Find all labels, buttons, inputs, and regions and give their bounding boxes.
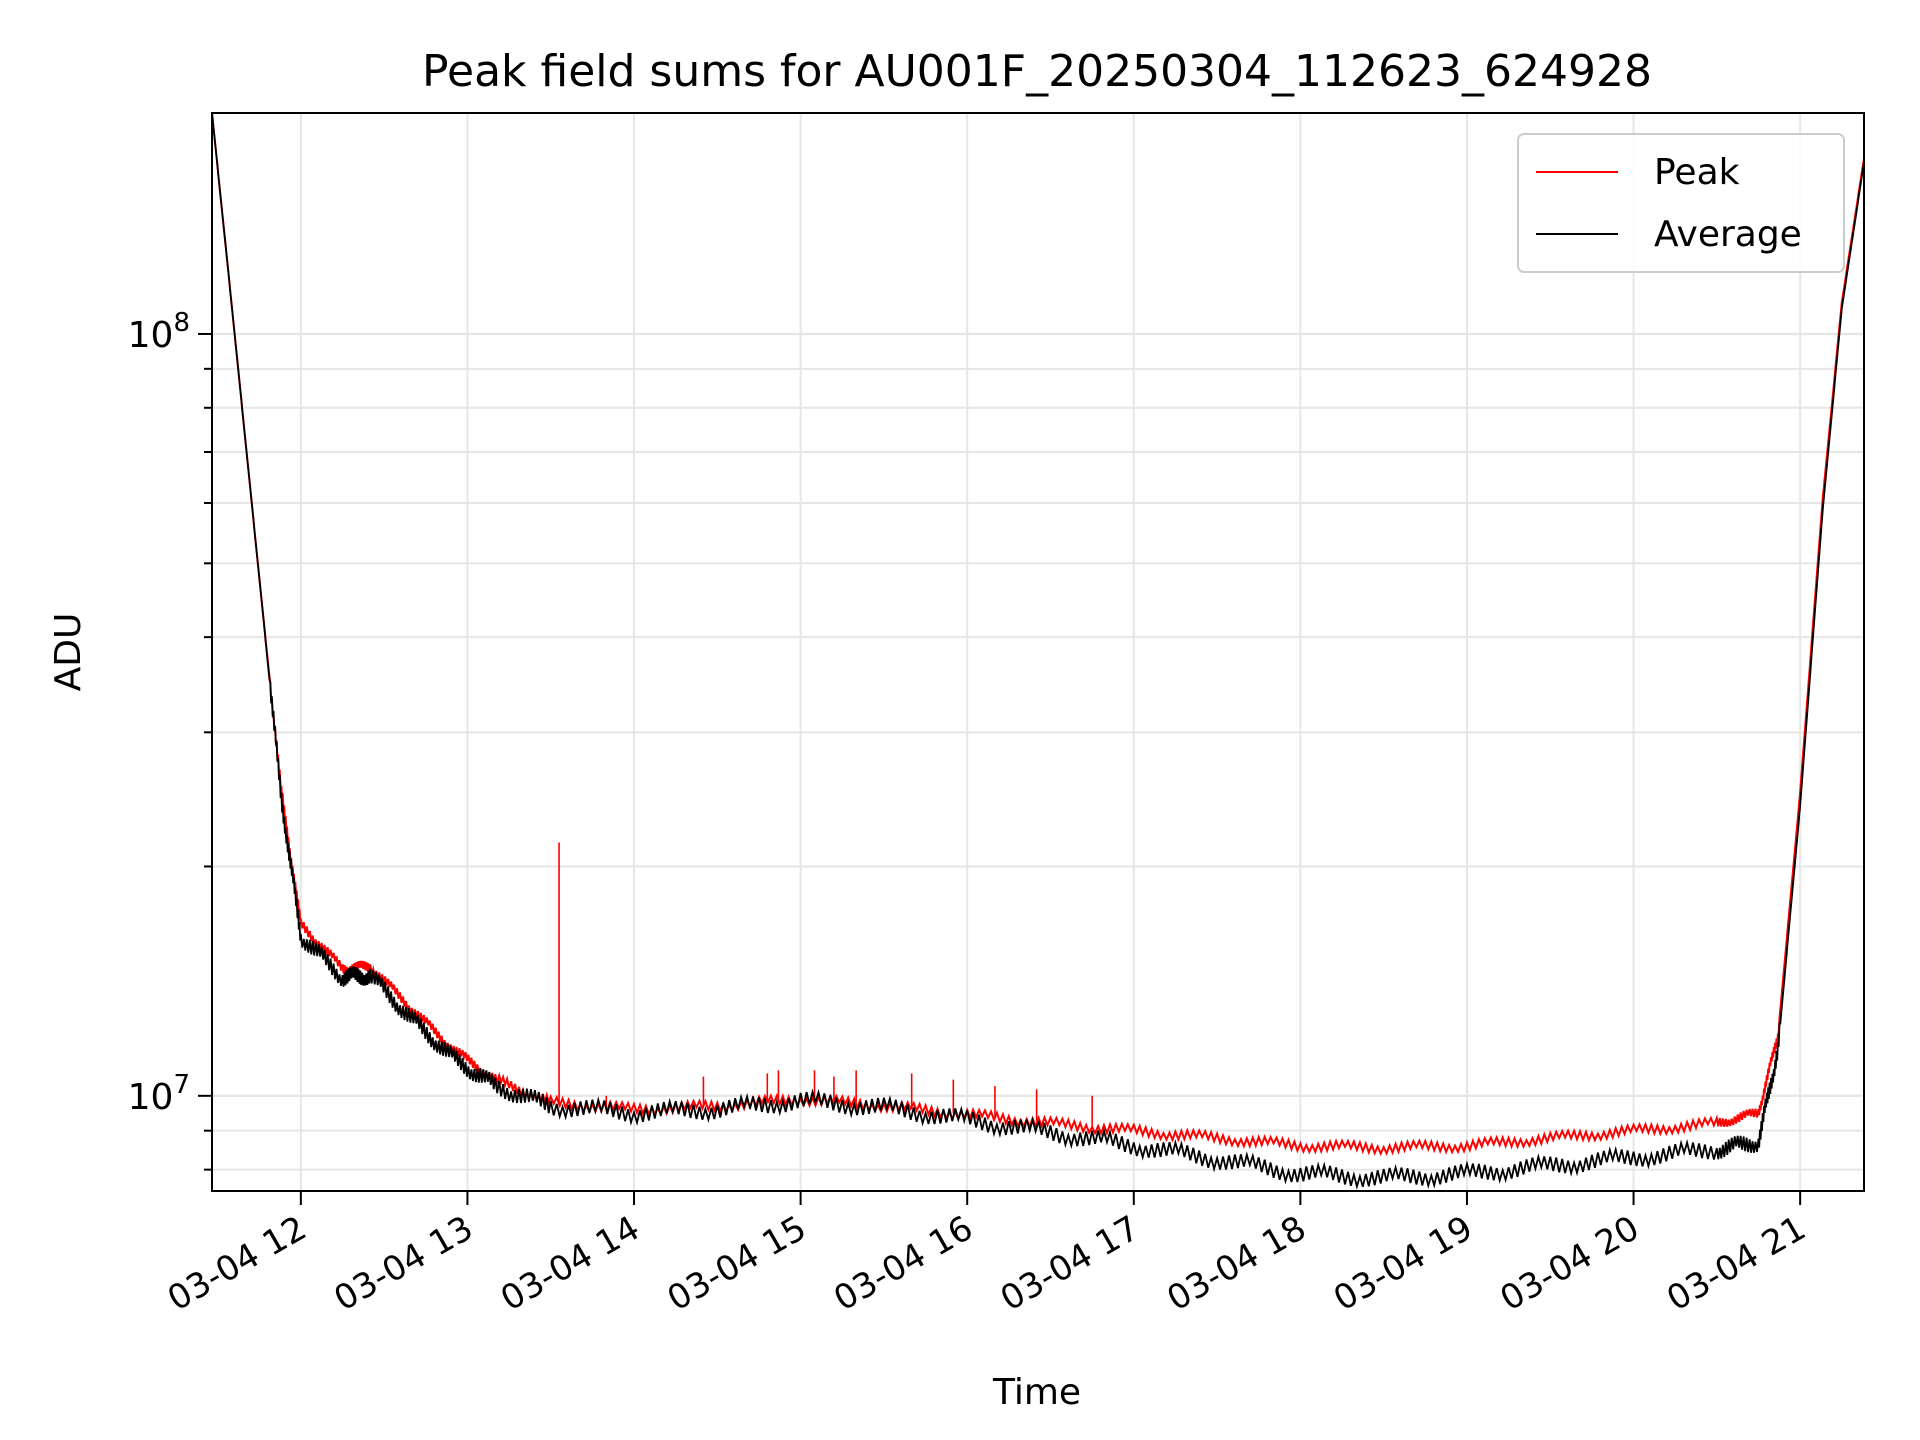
- legend-box: [1517, 133, 1845, 273]
- legend: Peak Average: [1517, 133, 1845, 273]
- plot-area: [212, 113, 1864, 1191]
- y-axis-label: ADU: [48, 613, 89, 692]
- y-axis-ticks: 108 107: [128, 308, 212, 1171]
- x-axis-label: Time: [992, 1372, 1081, 1413]
- chart-title: Peak field sums for AU001F_20250304_1126…: [422, 46, 1652, 97]
- y-tick-label: 108: [128, 308, 190, 356]
- plot-frame: [211, 112, 1865, 1192]
- legend-label-average: Average: [1654, 214, 1802, 255]
- series-line-average: [212, 113, 1864, 1191]
- y-tick-label: 107: [128, 1070, 190, 1118]
- series-group: [212, 113, 1864, 1191]
- grid: [212, 113, 1864, 1191]
- legend-label-peak: Peak: [1654, 152, 1740, 193]
